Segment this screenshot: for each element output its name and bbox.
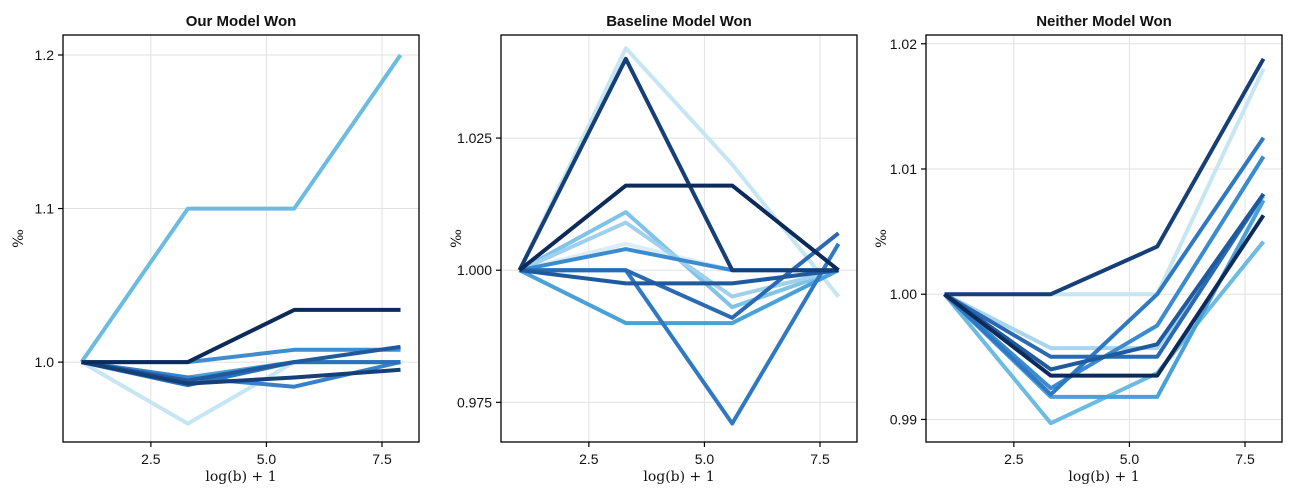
chart-1-series-8-line (81, 360, 401, 386)
chart-1-series-2-line (79, 53, 403, 364)
chart-3-xlabel: log(b) + 1 (1068, 469, 1139, 485)
chart-2-xtick-label-1: 5.0 (695, 451, 715, 467)
chart-2-plot-area (500, 34, 858, 443)
chart-3-xtick-label-2: 7.5 (1235, 451, 1255, 467)
chart-2-series-6-line (519, 247, 839, 273)
chart-2-series-1-line (517, 46, 841, 298)
chart-2-series-9-line (519, 268, 839, 286)
chart-3-series-8-line (943, 192, 1266, 372)
chart-2-xlabel: log(b) + 1 (643, 469, 714, 485)
chart-1-xtick-label-0: 2.5 (141, 451, 161, 467)
chart-2: 2.5 5.0 7.5 0.975 1.000 1.025 Baseline Model W… (449, 13, 858, 485)
chart-3-xtick-label-0: 2.5 (1004, 451, 1024, 467)
chart-3-series-9-line (944, 57, 1266, 297)
chart-2-ytick-label-1: 1.000 (457, 262, 492, 278)
chart-3-ytick-label-0: 0.99 (890, 411, 917, 427)
chart-1-ylabel: ‰ (11, 229, 27, 248)
chart-1-ytick-label-2: 1.2 (35, 47, 55, 63)
chart-2-xtick-label-2: 7.5 (810, 451, 830, 467)
chart-3-title: Neither Model Won (1036, 13, 1172, 30)
chart-3-ytick-label-3: 1.02 (890, 36, 917, 52)
chart-1-ytick-label-1: 1.1 (35, 201, 55, 217)
chart-2-ytick-label-0: 0.975 (457, 394, 492, 410)
chart-1-plot-area (62, 34, 420, 443)
chart-1-series-9-line (81, 307, 401, 365)
chart-1-ytick-label-0: 1.0 (35, 354, 55, 370)
chart-2-ytick-label-2: 1.025 (457, 130, 492, 146)
chart-1-xtick-label-2: 7.5 (372, 451, 392, 467)
chart-2-series-10-line (517, 56, 839, 273)
chart-2-xtick-label-0: 2.5 (579, 451, 599, 467)
chart-3-ytick-label-1: 1.00 (890, 286, 917, 302)
chart-3-plot-area (925, 34, 1283, 443)
chart-2-ylabel: ‰ (449, 229, 465, 248)
chart-1-xlabel: log(b) + 1 (205, 469, 276, 485)
chart-3-ylabel: ‰ (874, 229, 890, 248)
chart-3: 2.5 5.0 7.5 0.99 1.00 1.01 1.02 Neither Model W… (874, 13, 1283, 485)
chart-3-xtick-label-1: 5.0 (1120, 451, 1140, 467)
chart-1-xtick-label-1: 5.0 (257, 451, 277, 467)
chart-3-series-6-line (943, 136, 1266, 397)
chart-3-ytick-label-2: 1.01 (890, 161, 917, 177)
chart-1-title: Our Model Won (186, 13, 297, 30)
chart-1: 2.5 5.0 7.5 1.0 1.1 1.2 Our Model Won log(b) + … (11, 13, 420, 485)
chart-2-series-5-line (518, 268, 840, 326)
chart-2-title: Baseline Model Won (606, 13, 752, 30)
chart-3-series-10-line (943, 214, 1266, 378)
chart-2-series-11-line (518, 183, 840, 272)
